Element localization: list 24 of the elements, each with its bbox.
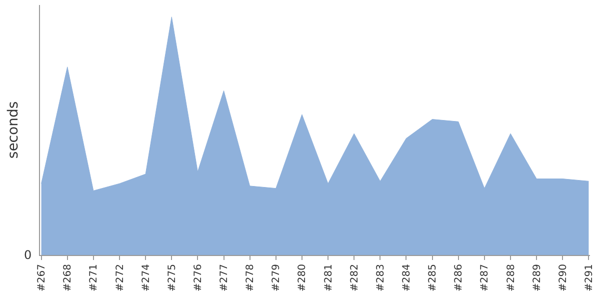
x-tick-label: #283 xyxy=(375,264,386,292)
x-tick-label: #289 xyxy=(532,264,543,292)
x-tick-label: #277 xyxy=(219,264,230,292)
x-tick-label: #288 xyxy=(506,264,517,292)
text: 0 xyxy=(24,248,32,262)
x-tick-label: #286 xyxy=(454,264,465,292)
x-tick-label: #285 xyxy=(428,264,439,292)
x-tick-label: #291 xyxy=(584,264,595,292)
x-tick-label: #272 xyxy=(114,264,126,292)
x-tick-label: #287 xyxy=(480,264,491,292)
x-tick-label: #271 xyxy=(88,264,100,292)
x-tick-label: #279 xyxy=(271,264,282,292)
x-tick-label: #268 xyxy=(62,264,74,292)
x-tick-label: #280 xyxy=(297,264,308,292)
x-tick-label: #284 xyxy=(401,264,412,292)
x-tick-label: #276 xyxy=(192,264,204,292)
x-tick-label: #278 xyxy=(245,264,256,292)
x-tick-label: #290 xyxy=(558,264,569,292)
x-tick-label: #281 xyxy=(323,264,334,292)
x-tick-label: #282 xyxy=(349,264,360,292)
y-axis-title: seconds xyxy=(5,101,22,159)
x-tick-label: #275 xyxy=(166,264,178,292)
x-tick-label: #274 xyxy=(140,264,152,292)
x-tick-label: #267 xyxy=(36,264,48,292)
